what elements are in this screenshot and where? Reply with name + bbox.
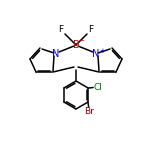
Text: N: N: [92, 49, 100, 59]
Text: B: B: [73, 40, 79, 50]
Text: Cl: Cl: [94, 83, 103, 92]
Text: F: F: [58, 26, 64, 35]
Text: −: −: [78, 38, 84, 44]
Text: Br: Br: [84, 107, 94, 116]
Text: N: N: [52, 49, 60, 59]
Text: +: +: [99, 48, 105, 54]
Text: F: F: [88, 26, 94, 35]
